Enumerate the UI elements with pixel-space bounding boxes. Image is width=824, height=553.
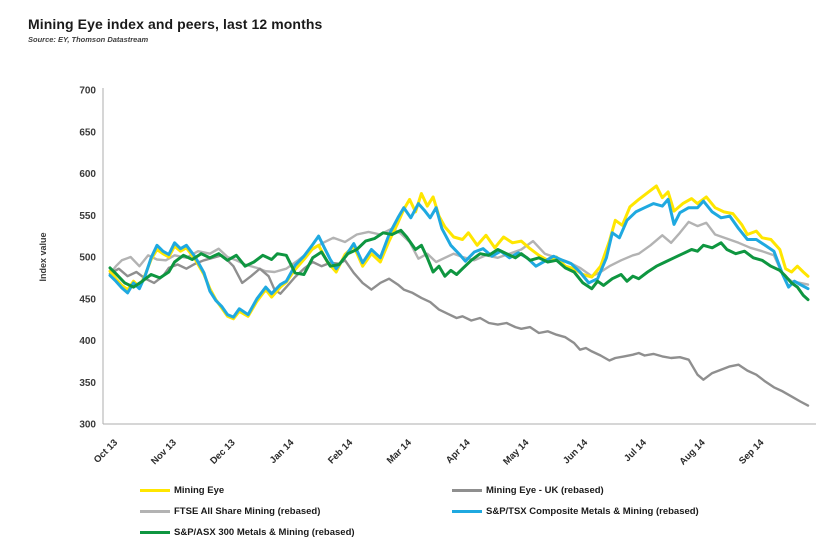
legend-swatch xyxy=(140,510,170,513)
legend-item: S&P/ASX 300 Metals & Mining (rebased) xyxy=(140,526,452,539)
y-tick-label: 500 xyxy=(79,253,96,264)
y-tick-label: 550 xyxy=(79,211,96,222)
x-tick-label: Sep 14 xyxy=(737,437,767,467)
x-tick-label: Mar 14 xyxy=(385,437,415,467)
legend-column-left: Mining Eye FTSE All Share Mining (rebased… xyxy=(140,484,452,539)
legend-swatch xyxy=(140,489,170,492)
x-tick-label: Feb 14 xyxy=(326,437,356,467)
x-tick-label: May 14 xyxy=(501,437,532,468)
series-line-s-p-tsx-composite-metals-mining-rebased xyxy=(108,197,810,319)
x-tick-label: Apr 14 xyxy=(444,437,473,466)
y-tick-label: 650 xyxy=(79,127,96,138)
y-tick-label: 700 xyxy=(79,86,96,97)
legend: Mining Eye FTSE All Share Mining (rebased… xyxy=(140,484,810,539)
source-note: Source: EY, Thomson Datastream xyxy=(28,35,149,44)
y-tick-label: 350 xyxy=(79,378,96,389)
legend-swatch xyxy=(452,489,482,492)
series-line-mining-eye-uk-rebased xyxy=(108,254,810,407)
legend-column-right: Mining Eye - UK (rebased) S&P/TSX Composi… xyxy=(452,484,699,539)
series-line-s-p-asx-300-metals-mining-rebased xyxy=(108,228,810,302)
x-tick-label: Jul 14 xyxy=(622,437,649,464)
x-tick-label: Jan 14 xyxy=(268,437,297,466)
y-tick-label: 450 xyxy=(79,294,96,305)
y-tick-label: 600 xyxy=(79,169,96,180)
x-tick-label: Aug 14 xyxy=(677,437,708,468)
legend-swatch xyxy=(452,510,482,513)
legend-swatch xyxy=(140,531,170,534)
series-line-ftse-all-share-mining-rebased xyxy=(108,220,810,286)
x-tick-label: Dec 13 xyxy=(208,437,237,466)
legend-label: S&P/ASX 300 Metals & Mining (rebased) xyxy=(174,527,355,538)
legend-label: S&P/TSX Composite Metals & Mining (rebas… xyxy=(486,506,699,517)
y-tick-label: 300 xyxy=(79,420,96,431)
page-title: Mining Eye index and peers, last 12 mont… xyxy=(28,16,323,32)
chart-header: Mining Eye index and peers, last 12 mont… xyxy=(28,16,322,44)
x-tick-label: Jun 14 xyxy=(561,437,591,467)
x-tick-label: Nov 13 xyxy=(149,437,179,467)
legend-item: Mining Eye - UK (rebased) xyxy=(452,484,699,497)
legend-label: FTSE All Share Mining (rebased) xyxy=(174,506,321,517)
y-axis-title: Index value xyxy=(38,232,48,281)
y-tick-label: 400 xyxy=(79,336,96,347)
x-tick-label: Oct 13 xyxy=(92,437,120,465)
legend-label: Mining Eye xyxy=(174,485,225,496)
plot-area: 700 650 600 550 500 450 400 350 300 Index value Oc… xyxy=(38,86,816,468)
legend-item: S&P/TSX Composite Metals & Mining (rebas… xyxy=(452,505,699,518)
legend-item: Mining Eye xyxy=(140,484,452,497)
legend-label: Mining Eye - UK (rebased) xyxy=(486,485,604,496)
legend-item: FTSE All Share Mining (rebased) xyxy=(140,505,452,518)
